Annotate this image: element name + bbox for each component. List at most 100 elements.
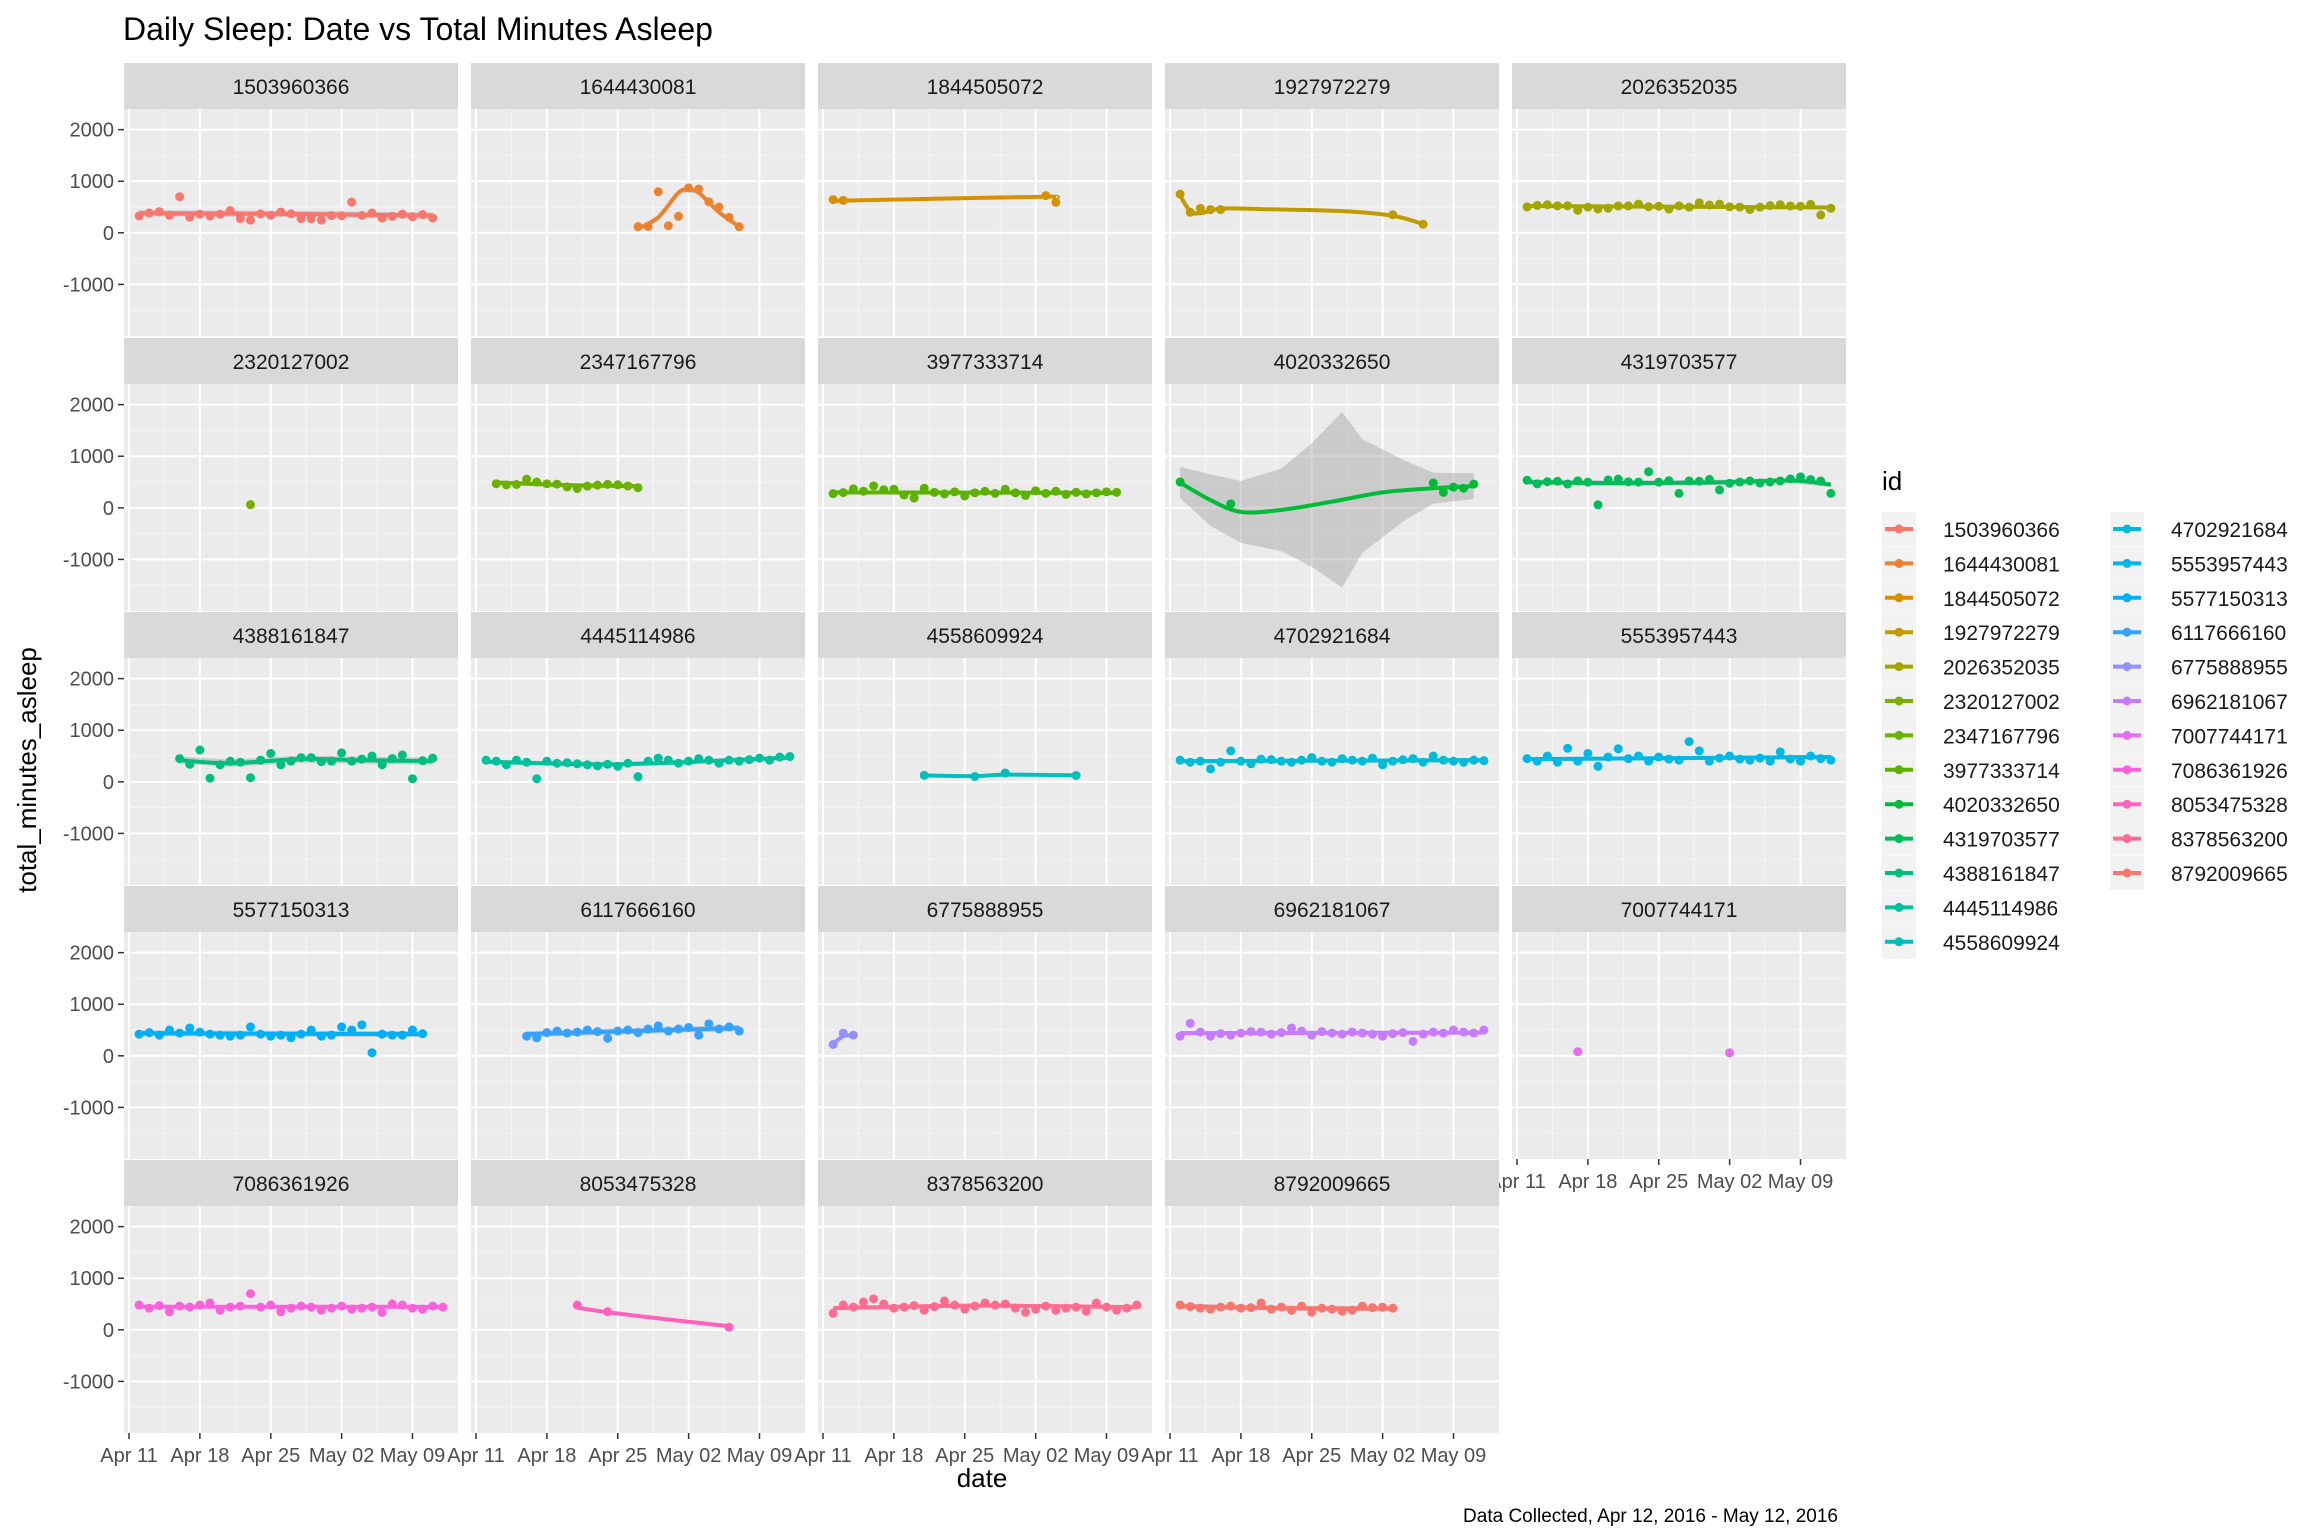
data-point xyxy=(1195,203,1205,213)
legend-label: 8053475328 xyxy=(2171,794,2288,817)
panel-background xyxy=(1512,109,1846,336)
caption: Data Collected, Apr 12, 2016 - May 12, 2… xyxy=(1463,1506,1838,1527)
panel-background xyxy=(124,932,458,1159)
facet-strip xyxy=(471,612,805,658)
facet-panel: 7086361926 2000 1000 0 -1000 Apr 11 Apr 18 Apr … xyxy=(63,1160,458,1467)
legend-label: 8378563200 xyxy=(2171,829,2288,852)
x-tick-label: Apr 11 xyxy=(100,1445,157,1467)
x-tick-label: Apr 11 xyxy=(794,1445,851,1467)
legend-label: 4558609924 xyxy=(1943,932,2060,955)
y-tick-label: 2000 xyxy=(70,395,115,417)
panel-background xyxy=(1165,109,1499,336)
data-point xyxy=(337,1022,347,1032)
facet-strip xyxy=(124,338,458,384)
panel-background xyxy=(818,658,1152,885)
legend-key-point xyxy=(2122,765,2132,775)
data-point xyxy=(276,1307,286,1317)
data-point xyxy=(1081,1306,1091,1316)
data-point xyxy=(246,1289,255,1299)
data-point xyxy=(603,1033,613,1043)
y-tick-label: 2000 xyxy=(70,1217,115,1239)
facet-strip xyxy=(124,63,458,109)
legend-key-point xyxy=(2122,834,2132,844)
x-tick-label: May 02 xyxy=(1697,1171,1763,1193)
x-tick-label: Apr 11 xyxy=(1488,1171,1545,1193)
legend-label: 2320127002 xyxy=(1943,691,2060,714)
facet-strip-label: 6962181067 xyxy=(1274,899,1391,922)
facet-strip xyxy=(1165,63,1499,109)
panel-background xyxy=(1165,932,1499,1159)
facet-panel: 3977333714 xyxy=(818,338,1152,611)
facet-strip xyxy=(1512,63,1846,109)
smooth-line xyxy=(526,1025,740,1037)
facet-panel: 4702921684 xyxy=(1165,612,1499,885)
legend: id 1503960366 1644430081 1844505072 1927972… xyxy=(1882,466,2288,959)
data-point xyxy=(522,474,532,484)
legend-key-point xyxy=(1894,765,1904,775)
data-point xyxy=(1775,747,1785,757)
x-tick-label: Apr 25 xyxy=(241,1445,300,1467)
facet-panel: 1844505072 xyxy=(818,63,1152,336)
data-point xyxy=(909,493,919,503)
legend-label: 1503960366 xyxy=(1943,519,2060,542)
data-point xyxy=(919,770,929,780)
x-tick-label: Apr 18 xyxy=(170,1445,229,1467)
data-point xyxy=(1071,770,1081,780)
legend-key-point xyxy=(2122,868,2132,878)
legend-key-point xyxy=(2122,593,2132,603)
data-point xyxy=(246,1022,255,1032)
facet-strip-label: 2026352035 xyxy=(1621,76,1738,99)
facet-strip xyxy=(471,1160,805,1206)
data-point xyxy=(1725,1048,1735,1058)
x-tick-label: May 09 xyxy=(1768,1171,1834,1193)
y-tick-label: 1000 xyxy=(70,446,115,468)
data-point xyxy=(919,483,929,493)
data-point xyxy=(633,772,643,782)
smooth-line xyxy=(1179,480,1474,515)
data-point xyxy=(1684,737,1694,747)
data-point xyxy=(1674,488,1684,498)
facet-panel: 6775888955 xyxy=(818,886,1152,1159)
data-point xyxy=(246,215,255,225)
y-tick-label: -1000 xyxy=(63,1097,114,1119)
facet-strip xyxy=(1165,1160,1499,1206)
data-point xyxy=(377,760,387,770)
data-point xyxy=(1816,210,1826,220)
data-point xyxy=(1051,197,1061,207)
legend-key-point xyxy=(1894,902,1904,912)
facet-strip xyxy=(818,338,1152,384)
facet-strip xyxy=(1165,886,1499,932)
smooth-line xyxy=(924,772,1077,779)
x-tick-label: May 09 xyxy=(380,1445,446,1467)
facet-strip-label: 3977333714 xyxy=(927,351,1044,374)
data-point xyxy=(246,773,255,783)
data-point xyxy=(397,750,407,760)
y-tick-label: 1000 xyxy=(70,994,115,1016)
x-tick-label: May 02 xyxy=(656,1445,722,1467)
legend-label: 7086361926 xyxy=(2171,760,2288,783)
legend-label: 4445114986 xyxy=(1943,897,2058,920)
legend-label: 4319703577 xyxy=(1943,829,2060,852)
x-tick-label: May 09 xyxy=(727,1445,793,1467)
data-point xyxy=(1226,746,1236,756)
facet-strip-label: 1503960366 xyxy=(233,76,350,99)
data-point xyxy=(1428,751,1438,761)
data-point xyxy=(828,1308,838,1318)
smooth-line xyxy=(833,1303,1137,1311)
data-point xyxy=(674,211,683,221)
legend-key-point xyxy=(1894,799,1904,809)
x-tick-label: Apr 18 xyxy=(1558,1171,1617,1193)
facet-panel: 6962181067 xyxy=(1165,886,1499,1159)
y-tick-label: 1000 xyxy=(70,171,115,193)
data-point xyxy=(306,214,316,224)
panel-background xyxy=(1512,932,1846,1159)
legend-key-point xyxy=(1894,524,1904,534)
legend-label: 4388161847 xyxy=(1943,863,2060,886)
facet-strip xyxy=(818,1160,1152,1206)
data-point xyxy=(408,774,417,784)
facet-panel: 1927972279 xyxy=(1165,63,1499,336)
y-tick-label: 1000 xyxy=(70,1268,115,1290)
x-tick-label: Apr 11 xyxy=(1141,1445,1198,1467)
data-point xyxy=(1438,487,1448,497)
x-tick-label: Apr 11 xyxy=(447,1445,504,1467)
